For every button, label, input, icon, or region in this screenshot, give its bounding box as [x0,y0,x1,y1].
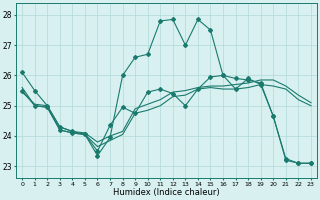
X-axis label: Humidex (Indice chaleur): Humidex (Indice chaleur) [113,188,220,197]
